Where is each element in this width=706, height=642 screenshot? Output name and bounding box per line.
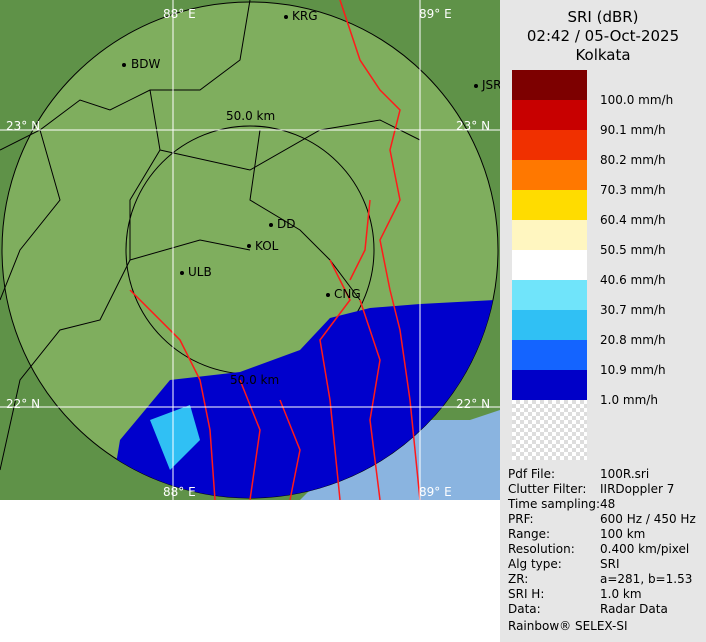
grid-label: 89° E: [419, 7, 452, 21]
info-value: IIRDoppler 7: [600, 482, 675, 496]
info-value: 48: [600, 497, 616, 511]
legend-swatch: [512, 370, 587, 400]
grid-label: 22° N: [456, 397, 490, 411]
legend-label: 60.4 mm/h: [600, 213, 666, 227]
info-value: a=281, b=1.53: [600, 572, 693, 586]
place-label: BDW: [131, 57, 160, 71]
place-label: CNG: [334, 287, 361, 301]
info-key: Alg type:: [508, 557, 562, 571]
radar-map: 88° E 89° E 23° N 23° N 22° N 22° N 88° …: [0, 0, 500, 500]
legend-swatch: [512, 70, 587, 100]
location: Kolkata: [575, 46, 631, 64]
grid-label: 89° E: [419, 485, 452, 499]
info-key: Range:: [508, 527, 551, 541]
legend-label: 40.6 mm/h: [600, 273, 666, 287]
legend-label: 50.5 mm/h: [600, 243, 666, 257]
no-data-swatch: [512, 400, 587, 460]
info-value: 100R.sri: [600, 467, 650, 481]
info-value: 600 Hz / 450 Hz: [600, 512, 696, 526]
place-label: KRG: [292, 9, 318, 23]
info-key: Resolution:: [508, 542, 575, 556]
legend-label: 80.2 mm/h: [600, 153, 666, 167]
legend-swatch: [512, 130, 587, 160]
legend-label: 10.9 mm/h: [600, 363, 666, 377]
place-label: ULB: [188, 265, 212, 279]
legend-swatch: [512, 100, 587, 130]
grid-label: 23° N: [6, 119, 40, 133]
legend-label: 70.3 mm/h: [600, 183, 666, 197]
info-value: 1.0 km: [600, 587, 642, 601]
legend-label: 30.7 mm/h: [600, 303, 666, 317]
sea: [300, 410, 500, 500]
datetime: 02:42 / 05-Oct-2025: [526, 27, 680, 45]
precipitation-light: [150, 405, 200, 470]
legend-label: 1.0 mm/h: [600, 393, 658, 407]
info-value: Radar Data: [600, 602, 668, 616]
title: SRI (dBR): [567, 8, 639, 26]
coast-rivers: [129, 0, 421, 500]
legend-label: 100.0 mm/h: [600, 93, 674, 107]
info-key: Pdf File:: [508, 467, 556, 481]
info-value: SRI: [600, 557, 620, 571]
legend-swatch: [512, 340, 587, 370]
legend-swatch: [512, 310, 587, 340]
info-key: SRI H:: [508, 587, 545, 601]
info-key: Time sampling:: [508, 497, 601, 511]
info-key: ZR:: [508, 572, 529, 586]
legend-swatch: [512, 220, 587, 250]
grid-label: 22° N: [6, 397, 40, 411]
legend-label: 20.8 mm/h: [600, 333, 666, 347]
district-borders: [0, 0, 421, 471]
legend-swatch: [512, 250, 587, 280]
info-key: Data:: [508, 602, 541, 616]
lat-lon-grid: [0, 0, 500, 500]
place-label: JSR: [481, 78, 500, 92]
legend-swatch: [512, 280, 587, 310]
grid-label: 88° E: [163, 7, 196, 21]
legend-label: 90.1 mm/h: [600, 123, 666, 137]
place-markers: [122, 15, 478, 297]
range-label: 50.0 km: [226, 109, 275, 123]
range-label: 50.0 km: [230, 373, 279, 387]
grid-label: 23° N: [456, 119, 490, 133]
footer: Rainbow® SELEX-SI: [508, 619, 628, 633]
info-panel: SRI (dBR) 02:42 / 05-Oct-2025 Kolkata 10…: [500, 0, 706, 642]
legend-swatch: [512, 160, 587, 190]
legend-swatch: [512, 190, 587, 220]
info-value: 0.400 km/pixel: [600, 542, 690, 556]
info-key: PRF:: [508, 512, 534, 526]
info-key: Clutter Filter:: [508, 482, 587, 496]
grid-label: 88° E: [163, 485, 196, 499]
place-label: KOL: [255, 239, 279, 253]
place-label: DD: [277, 217, 295, 231]
info-value: 100 km: [600, 527, 646, 541]
